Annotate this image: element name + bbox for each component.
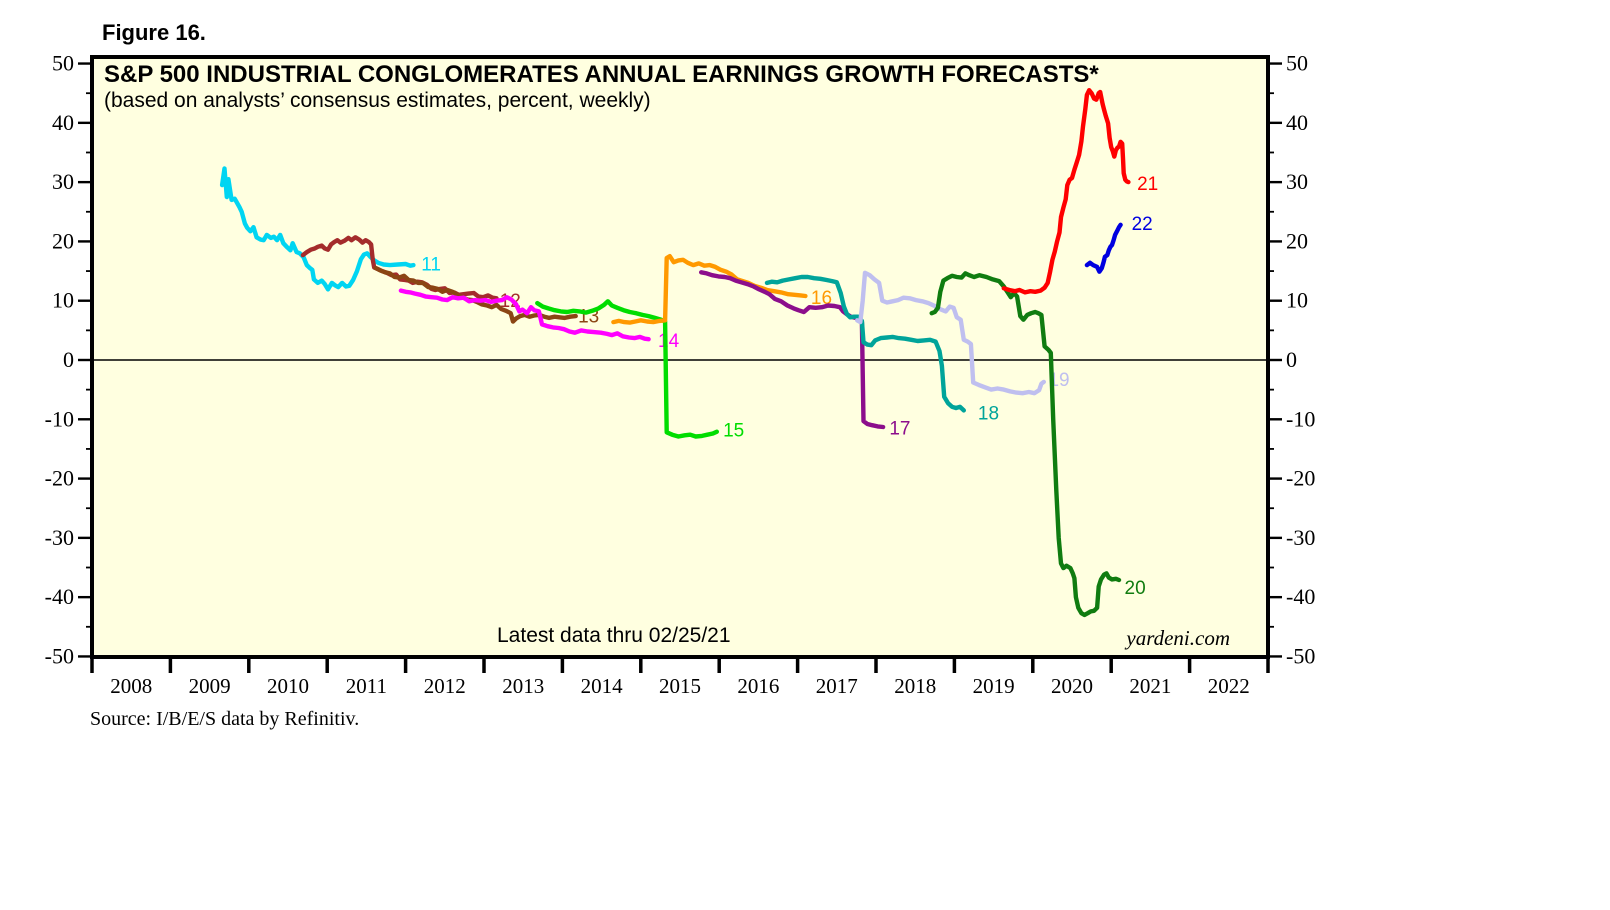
y-axis-label-right: -10 <box>1286 406 1315 431</box>
x-axis-label: 2018 <box>894 674 936 698</box>
series-end-label-2018: 18 <box>978 403 999 424</box>
figure-label: Figure 16. <box>102 20 206 45</box>
y-axis-label-right: 0 <box>1286 347 1297 372</box>
y-axis-label-right: 30 <box>1286 169 1308 194</box>
y-axis-label-left: -40 <box>45 584 74 609</box>
latest-data-note: Latest data thru 02/25/21 <box>497 624 731 647</box>
x-axis-label: 2015 <box>659 674 701 698</box>
x-axis-label: 2014 <box>581 674 624 698</box>
x-axis-label: 2010 <box>267 674 309 698</box>
x-axis-label: 2013 <box>502 674 544 698</box>
y-axis-label-left: -30 <box>45 525 74 550</box>
series-line-2022 <box>1084 222 1123 274</box>
series-end-label-2020: 20 <box>1125 578 1146 599</box>
y-axis-label-right: 40 <box>1286 110 1308 135</box>
series-line-2021 <box>1001 87 1131 295</box>
x-axis-label: 2009 <box>189 674 231 698</box>
series-line-2014 <box>398 288 651 342</box>
x-axis-label: 2008 <box>110 674 152 698</box>
x-axis-label: 2016 <box>737 674 779 698</box>
series-end-label-2022: 22 <box>1132 214 1153 235</box>
series-line-2020 <box>929 271 1122 618</box>
series-end-label-2021: 21 <box>1137 174 1158 195</box>
y-axis-label-right: 20 <box>1286 228 1308 253</box>
series-end-label-2014: 14 <box>658 331 680 352</box>
x-axis-label: 2011 <box>346 674 387 698</box>
y-axis-label-left: 50 <box>52 51 74 76</box>
chart-subtitle: (based on analysts’ consensus estimates,… <box>104 89 651 112</box>
y-axis-label-left: 20 <box>52 228 74 253</box>
watermark-yardeni: yardeni.com <box>1126 626 1230 650</box>
series-end-label-2011: 11 <box>421 254 441 275</box>
series-line-2018 <box>764 274 966 413</box>
series-end-label-2017: 17 <box>889 419 910 440</box>
x-axis-label: 2022 <box>1208 674 1250 698</box>
y-axis-label-left: 40 <box>52 110 74 135</box>
source-note: Source: I/B/E/S data by Refinitiv. <box>90 708 360 730</box>
y-axis-label-right: 50 <box>1286 51 1308 76</box>
x-axis-label: 2012 <box>424 674 466 698</box>
y-axis-label-left: 10 <box>52 288 74 313</box>
x-axis-label: 2020 <box>1051 674 1093 698</box>
y-axis-label-right: -30 <box>1286 525 1315 550</box>
y-axis-label-left: 0 <box>63 347 74 372</box>
x-axis-label: 2019 <box>973 674 1015 698</box>
series-line-2015 <box>535 299 719 439</box>
series-line-2019 <box>855 270 1047 396</box>
series-line-2016 <box>611 254 808 325</box>
series-line-2011 <box>219 166 416 292</box>
plot-border <box>90 55 1270 659</box>
y-axis-label-left: 30 <box>52 169 74 194</box>
y-axis-label-right: -40 <box>1286 584 1315 609</box>
y-axis-label-left: -10 <box>45 406 74 431</box>
y-axis-label-right: -20 <box>1286 466 1315 491</box>
x-axis-label: 2017 <box>816 674 858 698</box>
series-end-label-2015: 15 <box>723 420 744 441</box>
y-axis-label-right: 10 <box>1286 288 1308 313</box>
plot-background <box>92 57 1268 657</box>
y-axis-label-left: -50 <box>45 643 74 668</box>
chart-title: S&P 500 INDUSTRIAL CONGLOMERATES ANNUAL … <box>104 61 1099 88</box>
x-axis-label: 2021 <box>1129 674 1171 698</box>
y-axis-label-left: -20 <box>45 466 74 491</box>
y-axis-label-right: -50 <box>1286 643 1315 668</box>
